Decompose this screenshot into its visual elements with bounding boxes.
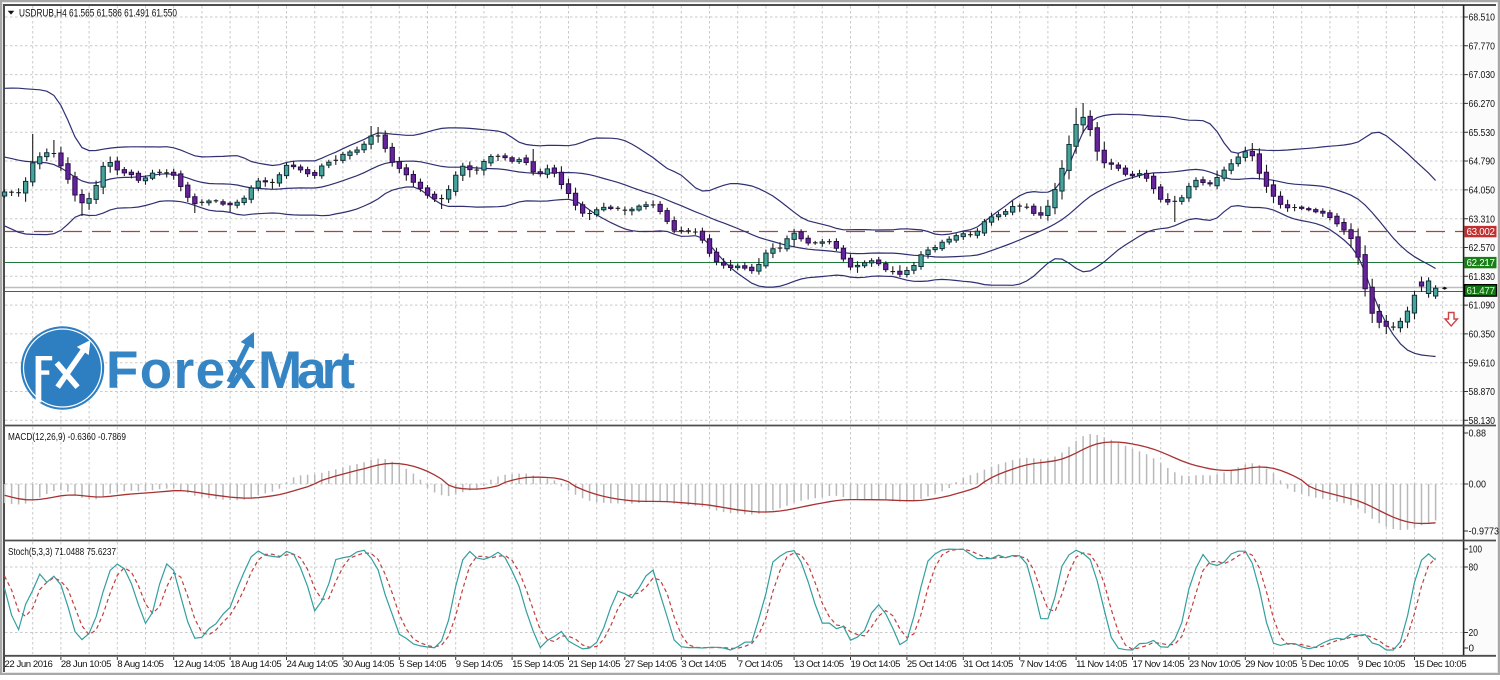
svg-text:64.790: 64.790 bbox=[1469, 157, 1496, 168]
svg-text:Stoch(5,3,3) 71.0488 75.6237: Stoch(5,3,3) 71.0488 75.6237 bbox=[8, 547, 116, 558]
svg-text:63.002: 63.002 bbox=[1467, 227, 1495, 238]
svg-text:58.130: 58.130 bbox=[1469, 416, 1496, 427]
svg-text:27 Sep 14:05: 27 Sep 14:05 bbox=[625, 659, 677, 670]
svg-text:67.770: 67.770 bbox=[1469, 41, 1496, 52]
svg-text:68.510: 68.510 bbox=[1469, 13, 1496, 24]
svg-text:15 Dec 10:05: 15 Dec 10:05 bbox=[1415, 659, 1467, 670]
svg-text:MACD(12,26,9) -0.6360 -0.7869: MACD(12,26,9) -0.6360 -0.7869 bbox=[8, 432, 126, 443]
svg-text:62.570: 62.570 bbox=[1469, 243, 1496, 254]
svg-text:100: 100 bbox=[1469, 545, 1483, 556]
svg-text:19 Oct 14:05: 19 Oct 14:05 bbox=[851, 659, 901, 670]
svg-text:Forex: Forex bbox=[106, 341, 257, 400]
svg-text:12 Aug 14:05: 12 Aug 14:05 bbox=[174, 659, 225, 670]
svg-text:80: 80 bbox=[1469, 563, 1479, 574]
svg-text:3 Oct 14:05: 3 Oct 14:05 bbox=[681, 659, 726, 670]
svg-text:7 Oct 14:05: 7 Oct 14:05 bbox=[738, 659, 783, 670]
svg-text:USDRUB,H4 61.565 61.586 61.49: USDRUB,H4 61.565 61.586 61.491 61.550 bbox=[19, 8, 177, 20]
svg-text:7 Nov 14:05: 7 Nov 14:05 bbox=[1020, 659, 1067, 670]
svg-text:11 Nov 14:05: 11 Nov 14:05 bbox=[1076, 659, 1127, 670]
svg-text:13 Oct 14:05: 13 Oct 14:05 bbox=[794, 659, 844, 670]
svg-text:58.870: 58.870 bbox=[1469, 387, 1496, 398]
svg-text:0.88: 0.88 bbox=[1469, 429, 1487, 440]
svg-text:15 Sep 14:05: 15 Sep 14:05 bbox=[512, 659, 564, 670]
svg-text:22 Jun 2016: 22 Jun 2016 bbox=[5, 659, 53, 670]
svg-text:67.030: 67.030 bbox=[1469, 70, 1496, 81]
svg-text:0.00: 0.00 bbox=[1469, 480, 1487, 491]
svg-text:Mart: Mart bbox=[258, 341, 355, 400]
svg-text:5 Sep 14:05: 5 Sep 14:05 bbox=[399, 659, 446, 670]
svg-text:61.830: 61.830 bbox=[1469, 272, 1496, 283]
svg-text:23 Nov 10:05: 23 Nov 10:05 bbox=[1189, 659, 1241, 670]
svg-text:9 Sep 14:05: 9 Sep 14:05 bbox=[456, 659, 503, 670]
svg-text:28 Jun 10:05: 28 Jun 10:05 bbox=[61, 659, 111, 670]
svg-text:20: 20 bbox=[1469, 628, 1479, 639]
svg-text:59.610: 59.610 bbox=[1469, 358, 1496, 369]
svg-text:25 Oct 14:05: 25 Oct 14:05 bbox=[907, 659, 957, 670]
svg-text:17 Nov 14:05: 17 Nov 14:05 bbox=[1133, 659, 1185, 670]
svg-text:65.530: 65.530 bbox=[1469, 128, 1496, 139]
svg-text:61.477: 61.477 bbox=[1467, 286, 1495, 297]
svg-text:9 Dec 10:05: 9 Dec 10:05 bbox=[1358, 659, 1405, 670]
svg-text:60.350: 60.350 bbox=[1469, 330, 1496, 341]
svg-text:30 Aug 14:05: 30 Aug 14:05 bbox=[343, 659, 394, 670]
svg-text:5 Dec 10:05: 5 Dec 10:05 bbox=[1302, 659, 1349, 670]
svg-text:24 Aug 14:05: 24 Aug 14:05 bbox=[287, 659, 338, 670]
svg-text:18 Aug 14:05: 18 Aug 14:05 bbox=[230, 659, 281, 670]
svg-text:21 Sep 14:05: 21 Sep 14:05 bbox=[569, 659, 621, 670]
svg-text:62.217: 62.217 bbox=[1467, 258, 1495, 269]
svg-text:31 Oct 14:05: 31 Oct 14:05 bbox=[963, 659, 1013, 670]
svg-text:66.270: 66.270 bbox=[1469, 99, 1496, 110]
svg-text:63.310: 63.310 bbox=[1469, 214, 1496, 225]
svg-text:61.090: 61.090 bbox=[1469, 301, 1496, 312]
svg-text:8 Aug 14:05: 8 Aug 14:05 bbox=[117, 659, 163, 670]
svg-text:29 Nov 10:05: 29 Nov 10:05 bbox=[1245, 659, 1297, 670]
svg-text:64.050: 64.050 bbox=[1469, 186, 1496, 197]
svg-text:-0.9773: -0.9773 bbox=[1469, 527, 1500, 538]
svg-text:0: 0 bbox=[1469, 644, 1475, 655]
